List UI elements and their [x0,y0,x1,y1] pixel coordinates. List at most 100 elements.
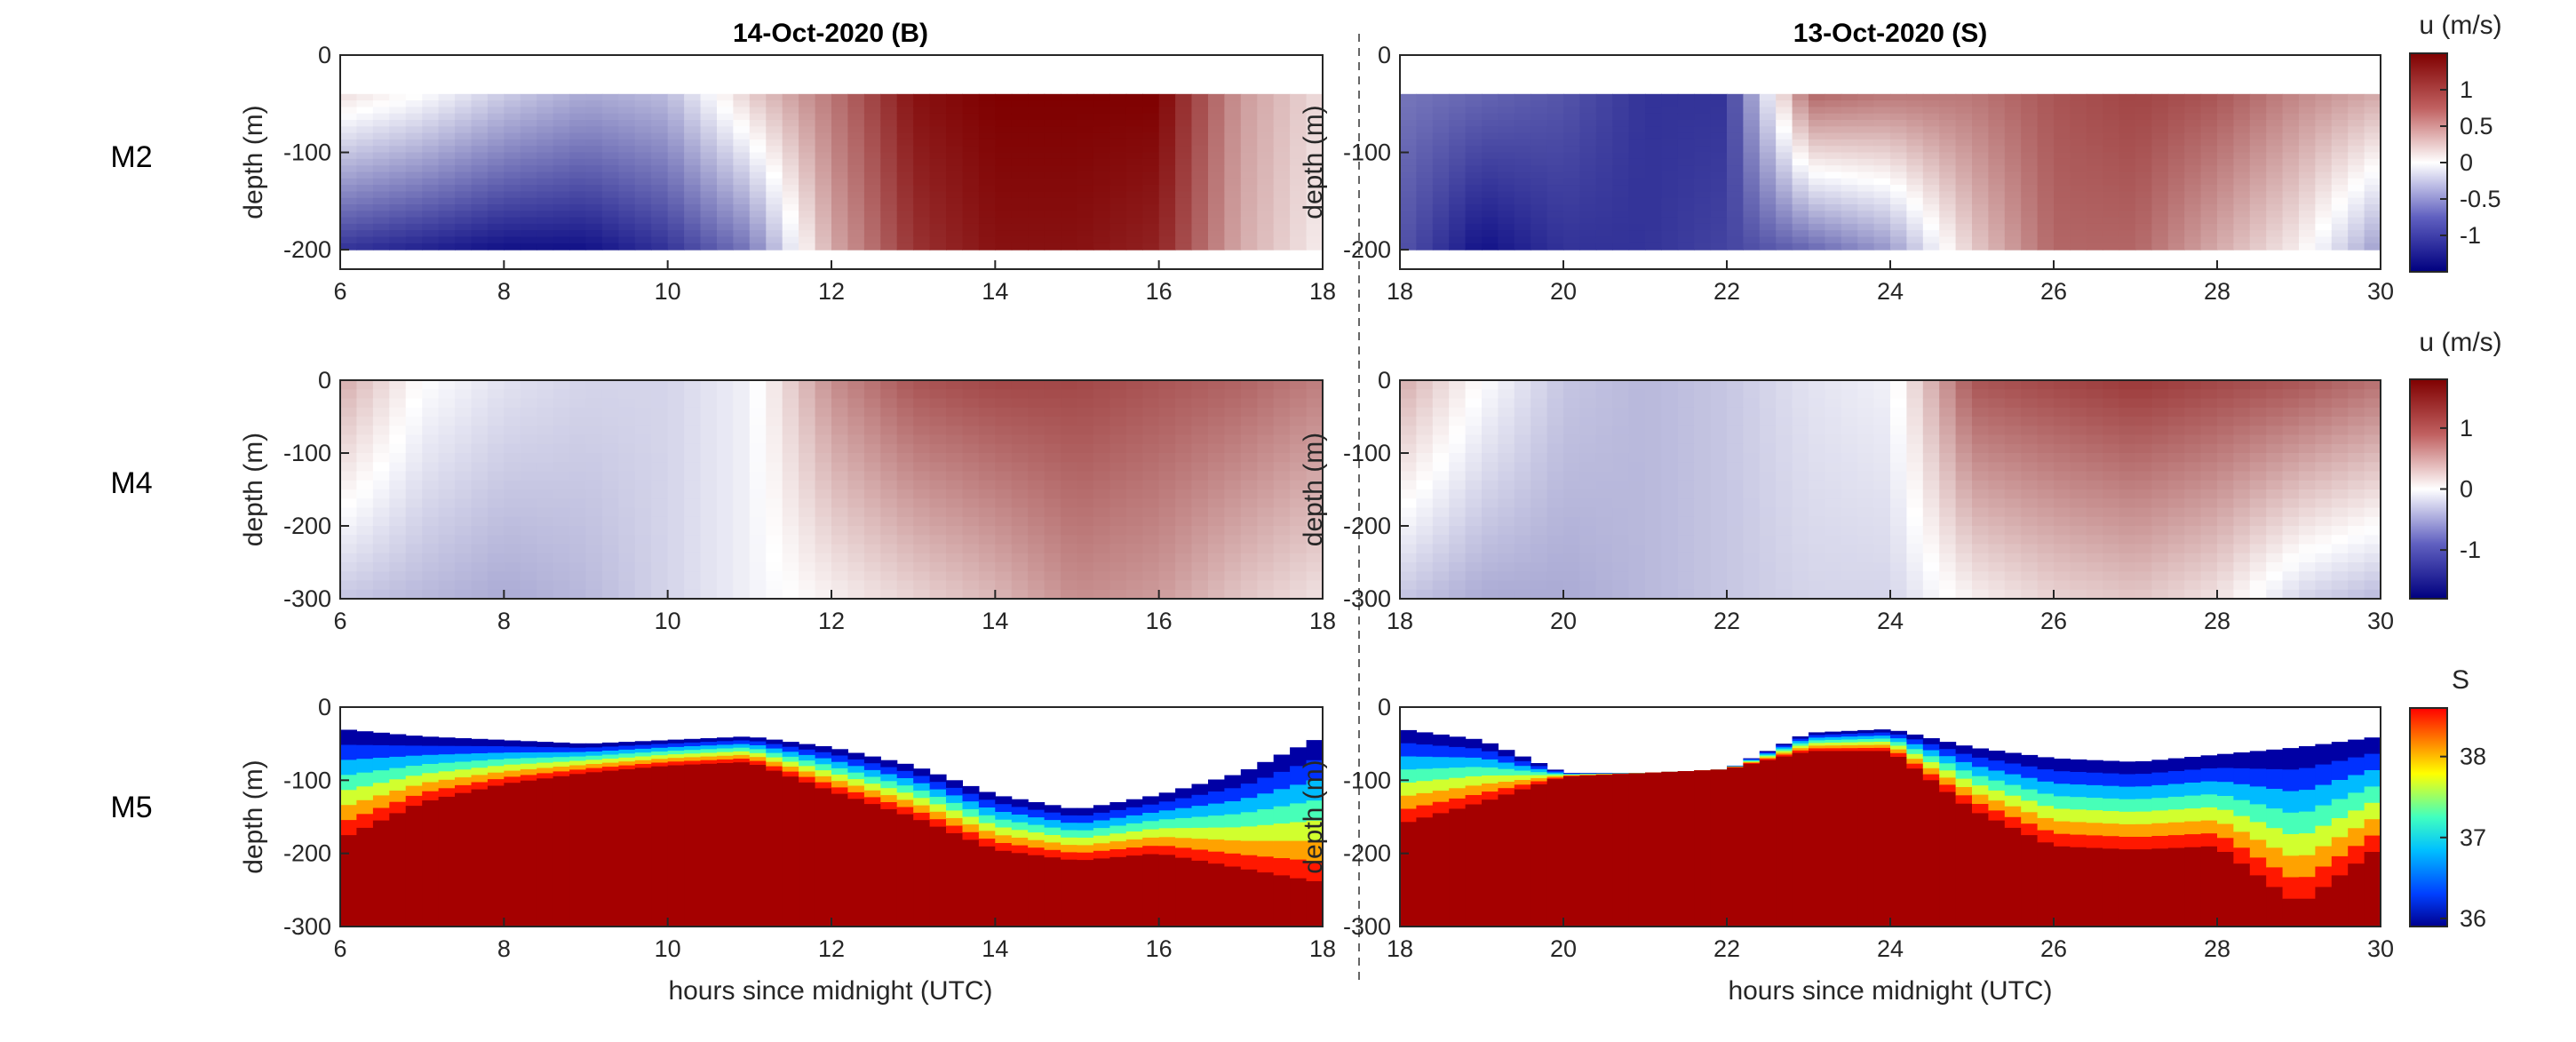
heatmap-cell [1011,230,1029,238]
heatmap-cell [389,380,407,390]
heatmap-cell [553,230,570,238]
heatmap-cell [537,126,554,134]
heatmap-cell [1727,211,1744,219]
heatmap-cell [1077,398,1094,409]
heatmap-cell [1093,462,1110,473]
heatmap-cell [1257,507,1275,518]
heatmap-cell [1743,185,1761,192]
heatmap-cell [1011,489,1029,499]
heatmap-cell [634,526,652,536]
heatmap-cell [438,211,456,219]
heatmap-cell [1579,580,1597,591]
heatmap-cell [863,426,881,436]
heatmap-cell [946,426,963,436]
heatmap-cell [1841,197,1858,205]
heatmap-cell [1563,204,1580,211]
heatmap-cell [634,165,652,173]
heatmap-cell [1175,535,1193,545]
heatmap-cell [684,417,702,426]
heatmap-cell [1792,113,1809,121]
heatmap-cell [2217,191,2234,199]
heatmap-cell [1093,223,1110,231]
heatmap-cell [1158,152,1176,160]
heatmap-cell [1841,93,1858,101]
heatmap-cell [2037,197,2055,205]
heatmap-cell [2167,152,2185,160]
heatmap-cell [1432,223,1450,231]
heatmap-cell [1142,380,1160,390]
heatmap-cell [455,407,472,418]
heatmap-cell [831,434,848,445]
heatmap-cell [978,589,996,600]
heatmap-cell [2054,185,2071,192]
heatmap-cell [880,589,898,600]
heatmap-cell [929,462,947,473]
heatmap-cell [1158,197,1176,205]
heatmap-cell [1290,191,1308,199]
heatmap-cell [733,126,751,134]
heatmap-cell [1972,100,1989,107]
heatmap-cell [372,171,390,179]
heatmap-cell [520,553,537,563]
heatmap-cell [831,443,848,454]
heatmap-cell [537,380,554,390]
heatmap-cell [847,107,865,115]
heatmap-cell [389,489,407,499]
heatmap-cell [847,93,865,101]
heatmap-cell [1514,417,1531,426]
heatmap-cell [634,462,652,473]
heatmap-cell [1400,443,1417,454]
heatmap-cell [2021,211,2039,219]
heatmap-cell [1776,165,1793,173]
heatmap-cell [1175,589,1193,600]
heatmap-cell [1465,480,1483,490]
heatmap-cell [405,230,423,238]
heatmap-cell [978,453,996,463]
heatmap-cell [1224,489,1242,499]
heatmap-cell [2348,120,2365,127]
heatmap-cell [962,132,980,140]
heatmap-cell [356,197,374,205]
heatmap-cell [946,126,963,134]
heatmap-cell [1028,453,1046,463]
heatmap-cell [1743,589,1761,600]
heatmap-cell [978,126,996,134]
heatmap-cell [1400,544,1417,554]
heatmap-cell [1077,139,1094,147]
heatmap-cell [2054,100,2071,107]
heatmap-cell [585,462,603,473]
heatmap-cell [1290,480,1308,490]
heatmap-cell [405,443,423,454]
heatmap-cell [946,217,963,225]
heatmap-cell [1628,236,1646,244]
heatmap-cell [1792,211,1809,219]
heatmap-cell [2200,236,2218,244]
heatmap-cell [1191,171,1209,179]
heatmap-cell [1873,146,1891,154]
heatmap-cell [1191,185,1209,192]
heatmap-cell [831,498,848,509]
heatmap-cell [1175,443,1193,454]
heatmap-cell [1416,107,1434,115]
heatmap-cell [1857,113,1875,121]
heatmap-cell [1125,498,1143,509]
heatmap-cell [2282,93,2300,101]
heatmap-cell [2070,165,2087,173]
heatmap-cell [946,553,963,563]
heatmap-cell [929,507,947,518]
heatmap-cell [1645,562,1662,572]
heatmap-cell [2021,178,2039,186]
heatmap-cell [978,171,996,179]
heatmap-cell [2167,171,2185,179]
heatmap-cell [913,132,931,140]
heatmap-cell [1011,146,1029,154]
heatmap-cell [1579,165,1597,173]
heatmap-cell [1792,185,1809,192]
heatmap-cell [1224,217,1242,225]
heatmap-cell [1939,223,1957,231]
heatmap-cell [1257,443,1275,454]
heatmap-cell [2331,93,2349,101]
heatmap-cell [815,107,832,115]
heatmap-cell [372,197,390,205]
heatmap-cell [1011,185,1029,192]
